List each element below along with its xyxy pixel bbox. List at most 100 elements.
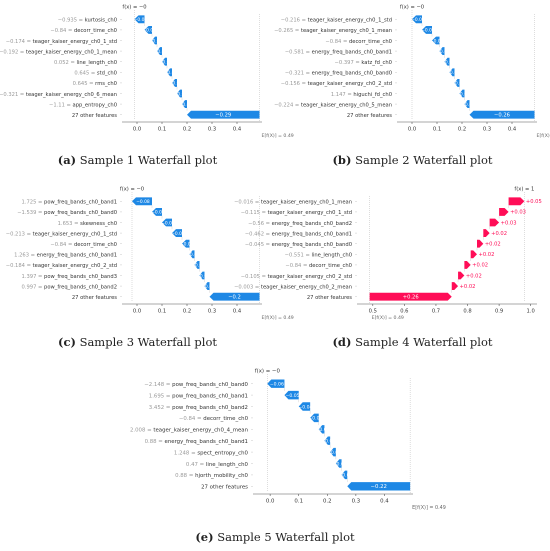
bar-value-label: −0.02 [154,49,168,55]
bar-value-label: −0.04 [421,28,435,34]
bar-value-label: −0.2 [228,295,241,301]
feature-name: line_length_ch0 [311,252,352,258]
feature-label: −0.213 = teager_kaiser_energy_ch0_1_std [6,231,117,237]
waterfall-bar [172,229,182,238]
waterfall-bar [194,260,200,269]
x-tick-label: 0.0 [408,127,416,133]
waterfall-bar [449,68,455,77]
feature-name: energy_freq_bands_ch0_band1 [37,252,117,258]
feature-label: 1.147 = higuchi_fd_ch0 [331,91,392,97]
x-tick-label: 0.9 [495,309,503,315]
waterfall-bar [432,36,440,45]
feature-label: −0.224 = teager_kaiser_energy_ch0_5_mean [274,102,392,108]
feature-label: −0.216 = teager_kaiser_energy_ch0_1_std [281,17,392,23]
feature-name: hjorth_mobility_ch0 [195,473,248,479]
waterfall-chart-b: f(x) = −0 −0.04 −0.216 = teager_kaiser_ene… [274,5,550,140]
bar-value-label: −0.05 [286,393,300,399]
feature-name: pow_freq_bands_ch0_band2 [172,404,248,410]
efx-label: E[f(X)] = 0.49 [262,133,294,139]
feature-name: teager_kaiser_energy_ch0_2_std [268,273,352,279]
feature-label: 27 other features [307,295,352,301]
feature-name: decorr_time_ch0 [74,242,117,248]
waterfall-bar [162,218,172,227]
waterfall-bar [310,413,319,423]
feature-name: higuchi_fd_ch0 [353,91,392,97]
waterfall-bar [209,292,260,301]
bar-value-label: −0.02 [201,284,215,290]
feature-label: −0.462 = energy_freq_bands_ch0_band1 [245,231,352,237]
waterfall-bar [318,425,325,434]
feature-name: 27 other features [72,113,117,119]
feature-name: pow_freq_bands_ch0_band1 [172,393,248,399]
feature-name: line_length_ch0 [206,461,249,467]
feature-value: −1.539 = [17,210,44,216]
waterfall-bar [134,15,145,24]
bar-value-label: −0.04 [298,404,312,410]
feature-label: −0.105 = teager_kaiser_energy_ch0_2_std [241,273,352,279]
waterfall-bar [132,197,152,206]
feature-label: −0.84 = decorr_time_ch0 [325,38,392,44]
x-tick-label: 0.0 [266,499,275,505]
waterfall-bar [189,250,195,259]
bar-value-label: −0.02 [338,473,352,479]
feature-label: 3.452 = pow_freq_bands_ch0_band2 [149,404,248,410]
bar-value-label: −0.02 [169,81,183,87]
waterfall-bar [458,271,465,280]
feature-label: 0.47 = line_length_ch0 [186,461,249,467]
feature-label: −0.397 = katz_fd_ch0 [335,60,392,66]
feature-name: pow_freq_bands_ch0_band1 [44,199,117,205]
feature-label: 1.263 = energy_freq_bands_ch0_band1 [14,252,117,258]
feature-label: 0.645 = std_ch0 [74,70,117,76]
caption-label: (e) [195,530,214,544]
feature-label: −0.581 = energy_freq_bands_ch0_band1 [285,49,392,55]
waterfall-bar [187,110,260,119]
feature-name: teager_kaiser_energy_ch0_1_std [268,210,352,216]
bar-value-label: −0.03 [430,38,444,44]
waterfall-bar [369,292,452,301]
feature-name: teager_kaiser_energy_ch0_1_std [33,38,117,44]
feature-label: −0.56 = energy_freq_bands_ch0_band2 [248,220,352,226]
waterfall-bar [152,36,157,45]
feature-label: −0.84 = decorr_time_ch0 [50,242,117,248]
feature-value: −0.184 = [6,263,33,269]
feature-value: −0.56 = [248,220,272,226]
bar-value-label: −0.02 [179,102,193,108]
feature-value: −0.174 = [6,38,33,44]
bar-value-label: +0.02 [485,242,501,248]
bar-value-label: −0.04 [171,231,185,237]
bar-value-label: −0.08 [136,199,150,205]
bar-value-label: −0.02 [451,81,465,87]
feature-label: −0.935 = kurtosis_ch0 [58,17,117,23]
waterfall-bar [483,229,490,238]
feature-value: 1.695 = [149,393,172,399]
feature-label: 1.653 = skewness_ch0 [58,220,117,226]
feature-label: 2.008 = teager_kaiser_energy_ch0_4_mean [130,427,248,433]
waterfall-bar [162,57,167,66]
feature-value: 1.725 = [22,199,45,205]
feature-label: 0.052 = line_length_ch0 [54,60,117,66]
x-tick-label: 0.1 [433,127,441,133]
feature-value: 0.47 = [186,461,206,467]
feature-label: 1.695 = pow_freq_bands_ch0_band1 [149,393,248,399]
caption-label: (b) [332,153,352,167]
feature-label: −1.11 = app_entropy_ch0 [49,102,117,108]
feature-value: −0.462 = [245,231,272,237]
feature-name: teager_kaiser_energy_ch0_1_mean [301,28,392,34]
feature-label: −0.174 = teager_kaiser_energy_ch0_1_std [6,38,117,44]
feature-value: −0.84 = [50,242,74,248]
x-tick-label: 0.1 [158,127,166,133]
feature-name: decorr_time_ch0 [309,263,352,269]
bar-value-label: −0.02 [159,60,173,66]
feature-name: katz_fd_ch0 [361,60,392,66]
bar-value-label: +0.02 [472,263,488,269]
feature-value: −0.192 = [0,49,26,55]
feature-value: −0.84 = [285,263,309,269]
waterfall-bar [464,100,470,109]
bar-value-label: −0.02 [196,273,210,279]
waterfall-bar [347,482,411,491]
waterfall-bar [330,447,336,457]
feature-name: energy_freq_bands_ch0_band0 [272,242,352,248]
feature-name: rms_ch0 [95,81,117,87]
feature-label: 1.725 = pow_freq_bands_ch0_band1 [22,199,117,205]
feature-name: skewness_ch0 [80,220,117,226]
